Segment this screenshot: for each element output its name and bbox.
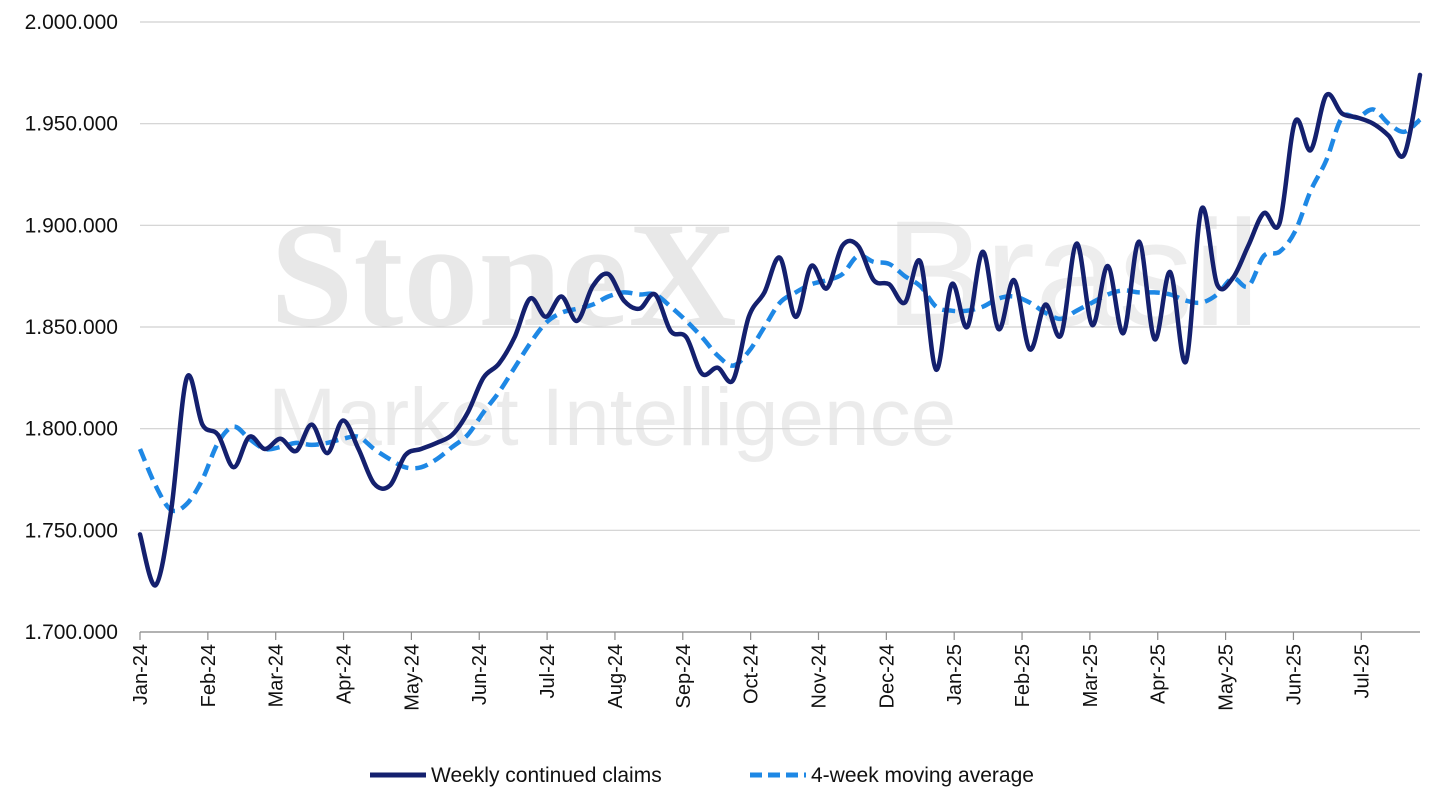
x-tick-label: Feb-24 (198, 644, 220, 707)
x-tick-label: May-24 (401, 644, 423, 711)
watermark-brand: StoneX (270, 192, 737, 358)
x-tick-label: Jul-24 (537, 644, 559, 698)
legend-label-average: 4-week moving average (811, 764, 1034, 787)
x-tick-label: Jul-25 (1351, 644, 1373, 698)
x-tick-label: Dec-24 (876, 644, 898, 708)
x-tick-label: Mar-24 (266, 644, 288, 707)
series-lines (137, 72, 1423, 588)
y-axis: 1.700.000 1.750.000 1.800.000 1.850.000 1.90… (25, 11, 118, 644)
y-tick-label: 1.950.000 (25, 113, 118, 136)
y-tick-label: 1.850.000 (25, 316, 118, 339)
legend: Weekly continued claims 4-week moving av… (370, 764, 1034, 787)
legend-label-weekly: Weekly continued claims (431, 764, 662, 787)
x-tick-label: Sep-24 (673, 644, 695, 709)
x-tick-label: May-25 (1216, 644, 1238, 711)
x-tick-label: Mar-25 (1080, 644, 1102, 707)
y-tick-label: 1.900.000 (25, 214, 118, 237)
x-tick-label: Aug-24 (605, 644, 627, 709)
y-tick-label: 1.800.000 (25, 418, 118, 441)
x-tick-label: Apr-25 (1148, 644, 1170, 704)
series-line-weekly-continued-claims (137, 72, 1423, 588)
watermark-tagline: Market Intelligence (268, 372, 956, 463)
x-tick-label: Jun-24 (469, 644, 491, 705)
x-tick-label: Apr-24 (334, 644, 356, 704)
x-tick-label: Jan-25 (944, 644, 966, 705)
x-tick-label: Jan-24 (130, 644, 152, 705)
y-tick-label: 2.000.000 (25, 11, 118, 34)
gridlines (140, 21, 1420, 633)
x-tick-label: Oct-24 (741, 644, 763, 704)
y-tick-label: 1.750.000 (25, 519, 118, 542)
x-tick-label: Jun-25 (1283, 644, 1305, 705)
x-axis: Jan-24 Feb-24 Mar-24 Apr-24 May-24 Jun-24 Jul-… (130, 631, 1420, 711)
x-tick-label: Nov-24 (808, 644, 830, 708)
watermark: StoneX Brasil Market Intelligence (268, 189, 1260, 463)
y-tick-label: 1.700.000 (25, 621, 118, 644)
x-tick-label: Feb-25 (1012, 644, 1034, 707)
